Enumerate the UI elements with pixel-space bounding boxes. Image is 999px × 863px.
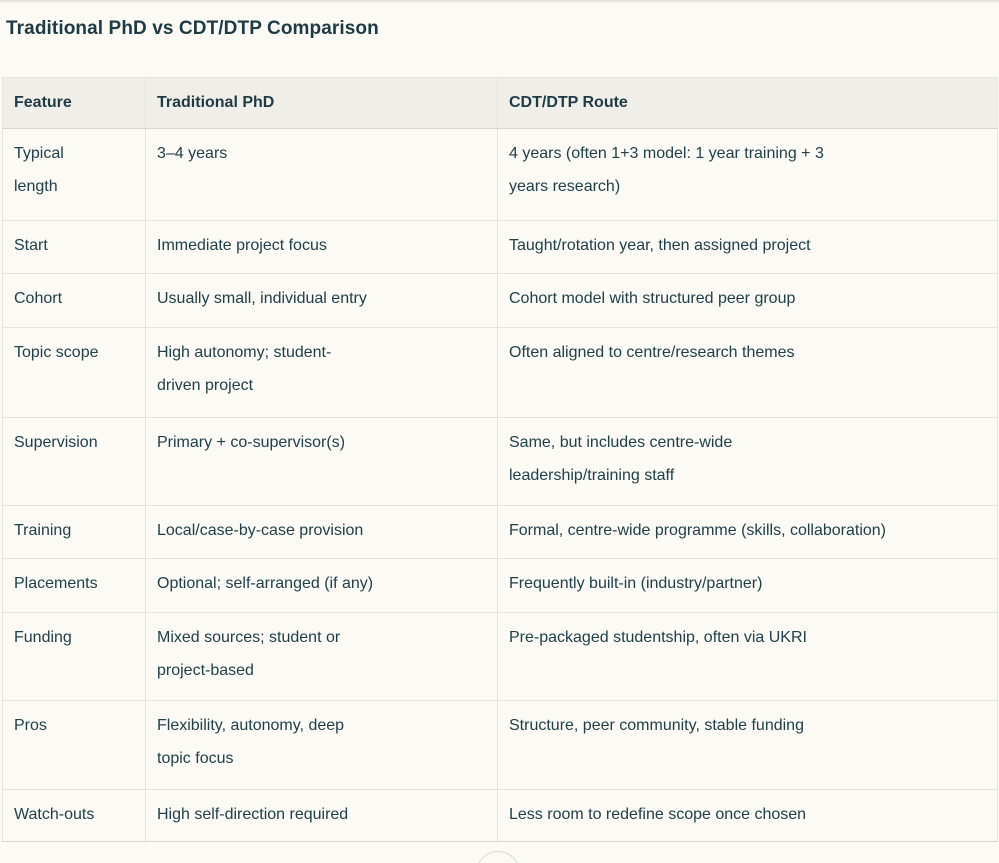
traditional-phd-cell: Primary + co-supervisor(s) [145, 417, 498, 506]
table-row: Watch-outs High self-direction required Le… [2, 789, 998, 842]
comparison-table: Feature Traditional PhD CDT/DTP Route Typi… [2, 77, 998, 842]
feature-cell: Training [2, 505, 146, 559]
cdt-dtp-cell: 4 years (often 1+3 model: 1 year trainin… [497, 128, 998, 221]
table-row: Placements Optional; self-arranged (if an… [2, 558, 998, 613]
page-title: Traditional PhD vs CDT/DTP Comparison [6, 18, 379, 39]
feature-cell: Topic scope [2, 327, 146, 418]
table-row: Cohort Usually small, individual entry Coh… [2, 273, 998, 328]
table-row: Funding Mixed sources; student or project… [2, 612, 998, 701]
feature-cell: Watch-outs [2, 789, 146, 842]
table-body: Typical length 3–4 years 4 years (often 1+… [2, 128, 998, 842]
table-row: Supervision Primary + co-supervisor(s) Sam… [2, 417, 998, 506]
header-row: Feature Traditional PhD CDT/DTP Route [2, 77, 998, 129]
traditional-phd-cell: Immediate project focus [145, 220, 498, 274]
traditional-phd-cell: High self-direction required [145, 789, 498, 842]
cdt-dtp-cell: Less room to redefine scope once chosen [497, 789, 998, 842]
traditional-phd-cell: 3–4 years [145, 128, 498, 221]
cdt-dtp-cell: Same, but includes centre-wide leadershi… [497, 417, 998, 506]
scroll-down-button[interactable] [476, 851, 520, 863]
column-header-feature: Feature [2, 77, 146, 129]
table-row: Training Local/case-by-case provision Form… [2, 505, 998, 559]
cdt-dtp-cell: Cohort model with structured peer group [497, 273, 998, 328]
table-row: Start Immediate project focus Taught/rotat… [2, 220, 998, 274]
traditional-phd-cell: Usually small, individual entry [145, 273, 498, 328]
feature-cell: Typical length [2, 128, 146, 221]
traditional-phd-cell: Optional; self-arranged (if any) [145, 558, 498, 613]
feature-cell: Funding [2, 612, 146, 701]
table-header-row: Feature Traditional PhD CDT/DTP Route [2, 77, 998, 129]
feature-cell: Cohort [2, 273, 146, 328]
table-row: Topic scope High autonomy; student- drive… [2, 327, 998, 418]
cdt-dtp-cell: Pre-packaged studentship, often via UKRI [497, 612, 998, 701]
column-header-cdt-dtp: CDT/DTP Route [497, 77, 998, 129]
cdt-dtp-cell: Taught/rotation year, then assigned proj… [497, 220, 998, 274]
feature-cell: Pros [2, 700, 146, 790]
cdt-dtp-cell: Formal, centre-wide programme (skills, c… [497, 505, 998, 559]
traditional-phd-cell: High autonomy; student- driven project [145, 327, 498, 418]
column-header-traditional-phd: Traditional PhD [145, 77, 498, 129]
cdt-dtp-cell: Frequently built-in (industry/partner) [497, 558, 998, 613]
feature-cell: Supervision [2, 417, 146, 506]
cdt-dtp-cell: Often aligned to centre/research themes [497, 327, 998, 418]
table-row: Pros Flexibility, autonomy, deep topic fo… [2, 700, 998, 790]
top-edge-shadow [0, 0, 999, 4]
table-row: Typical length 3–4 years 4 years (often 1+… [2, 128, 998, 221]
traditional-phd-cell: Mixed sources; student or project-based [145, 612, 498, 701]
feature-cell: Start [2, 220, 146, 274]
feature-cell: Placements [2, 558, 146, 613]
traditional-phd-cell: Flexibility, autonomy, deep topic focus [145, 700, 498, 790]
traditional-phd-cell: Local/case-by-case provision [145, 505, 498, 559]
cdt-dtp-cell: Structure, peer community, stable fundin… [497, 700, 998, 790]
